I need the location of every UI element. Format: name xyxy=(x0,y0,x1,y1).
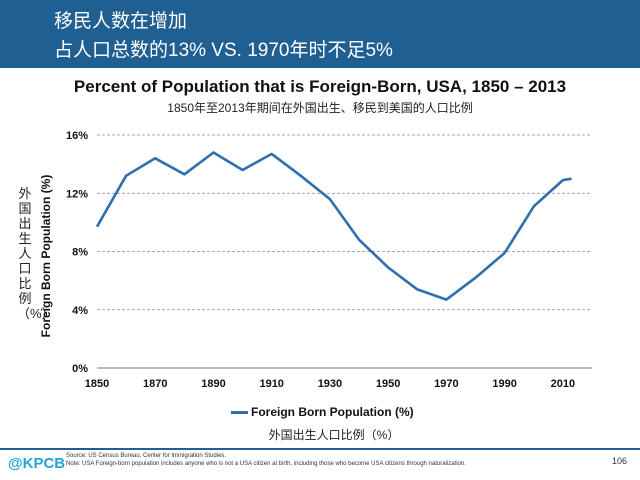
chart-subtitle: 1850年至2013年期间在外国出生、移民到美国的人口比例 xyxy=(167,101,473,115)
y-tick-label: 8% xyxy=(72,247,88,259)
x-tick-label: 1990 xyxy=(492,378,516,390)
slide-header: 移民人数在增加 占人口总数的13% VS. 1970年时不足5% xyxy=(0,0,640,68)
legend-label-cn: 外国出生人口比例（%） xyxy=(268,428,400,442)
x-tick-label: 2010 xyxy=(551,378,575,390)
footer-divider xyxy=(0,448,640,450)
legend-label: Foreign Born Population (%) xyxy=(251,405,414,419)
x-tick-label: 1970 xyxy=(434,378,458,390)
y-axis-label: Foreign Born Population (%) xyxy=(39,174,53,338)
y-tick-label: 16% xyxy=(66,130,88,142)
source-text: Source: US Census Bureau, Center for Imm… xyxy=(66,453,227,459)
slide-title: 移民人数在增加 xyxy=(54,11,188,32)
chart-title: Percent of Population that is Foreign-Bo… xyxy=(73,77,567,96)
slide-subtitle: 占人口总数的13% VS. 1970年时不足5% xyxy=(54,40,393,61)
legend-swatch xyxy=(231,411,248,415)
x-tick-label: 1870 xyxy=(143,378,167,390)
x-tick-label: 1890 xyxy=(201,378,225,390)
x-tick-label: 1910 xyxy=(259,378,283,390)
note-text: Note: USA Foreign-born population includ… xyxy=(66,461,466,467)
y-axis-label-cn: 外国出生人口比例（%） xyxy=(17,186,55,321)
kpcb-logo: @KPCB xyxy=(8,455,66,472)
y-tick-label: 0% xyxy=(72,363,88,375)
page-number: 106 xyxy=(611,456,627,466)
x-tick-label: 1950 xyxy=(376,378,400,390)
x-tick-label: 1930 xyxy=(318,378,342,390)
source-note: Source: US Census Bureau, Center for Imm… xyxy=(66,452,466,468)
y-tick-label: 4% xyxy=(72,305,88,317)
y-tick-label: 12% xyxy=(66,188,88,200)
legend: Foreign Born Population (%) xyxy=(231,405,414,419)
series-line xyxy=(95,151,572,301)
x-tick-label: 1850 xyxy=(85,378,109,390)
